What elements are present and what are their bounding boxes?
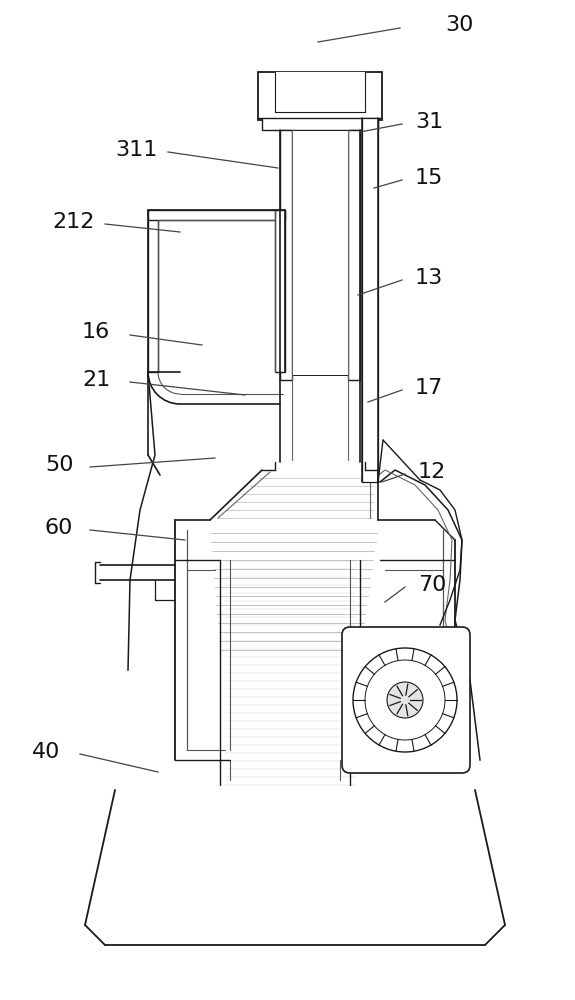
Text: 60: 60 [45,518,74,538]
FancyBboxPatch shape [342,627,470,773]
Bar [148,210,285,220]
Text: 13: 13 [415,268,443,288]
Circle shape [365,660,445,740]
Text: 212: 212 [52,212,94,232]
Bar [362,118,378,482]
Bar [280,130,292,380]
Text: 21: 21 [82,370,110,390]
Text: 31: 31 [415,112,443,132]
Text: 17: 17 [415,378,443,398]
Text: 15: 15 [415,168,443,188]
Text: 12: 12 [418,462,446,482]
Text: 30: 30 [445,15,473,35]
Text: 70: 70 [418,575,446,595]
Circle shape [387,682,423,718]
Bar [148,210,158,372]
Bar [275,210,285,372]
Text: 311: 311 [115,140,158,160]
Text: 50: 50 [45,455,74,475]
Bar [275,72,365,112]
Circle shape [353,648,457,752]
Polygon shape [85,790,505,945]
Bar [262,118,378,130]
Text: 40: 40 [32,742,60,762]
Bar [348,130,360,380]
Bar [258,72,382,120]
Bar [292,130,348,375]
Text: 16: 16 [82,322,110,342]
